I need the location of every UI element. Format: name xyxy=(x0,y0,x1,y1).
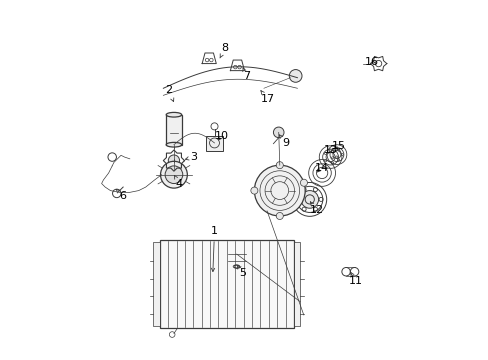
Bar xyxy=(293,242,300,327)
Text: 10: 10 xyxy=(214,131,228,141)
Text: 13: 13 xyxy=(323,145,337,155)
Circle shape xyxy=(160,161,187,188)
Circle shape xyxy=(276,212,283,220)
Text: 5: 5 xyxy=(237,265,246,279)
Bar xyxy=(160,240,293,328)
Circle shape xyxy=(300,190,318,208)
Circle shape xyxy=(168,155,179,166)
Text: 3: 3 xyxy=(185,152,197,162)
Text: 8: 8 xyxy=(220,43,228,58)
Text: 12: 12 xyxy=(309,202,323,215)
Text: 16: 16 xyxy=(364,57,378,67)
Circle shape xyxy=(300,179,307,186)
Text: 4: 4 xyxy=(174,175,183,189)
Text: 17: 17 xyxy=(260,91,274,104)
Text: 2: 2 xyxy=(165,85,173,102)
Ellipse shape xyxy=(166,112,182,117)
Circle shape xyxy=(254,165,305,216)
Bar xyxy=(205,136,223,151)
Ellipse shape xyxy=(166,143,182,147)
Text: 11: 11 xyxy=(348,273,362,285)
Circle shape xyxy=(250,187,257,194)
Text: 1: 1 xyxy=(211,226,218,271)
Text: 6: 6 xyxy=(116,189,126,201)
Circle shape xyxy=(289,69,302,82)
Bar xyxy=(153,242,160,327)
Circle shape xyxy=(165,166,183,184)
Circle shape xyxy=(273,127,284,138)
Circle shape xyxy=(276,162,283,169)
Text: 7: 7 xyxy=(242,68,249,81)
Text: 14: 14 xyxy=(314,163,328,173)
Text: 15: 15 xyxy=(331,141,346,152)
Bar xyxy=(166,115,182,145)
Text: 9: 9 xyxy=(279,135,289,148)
